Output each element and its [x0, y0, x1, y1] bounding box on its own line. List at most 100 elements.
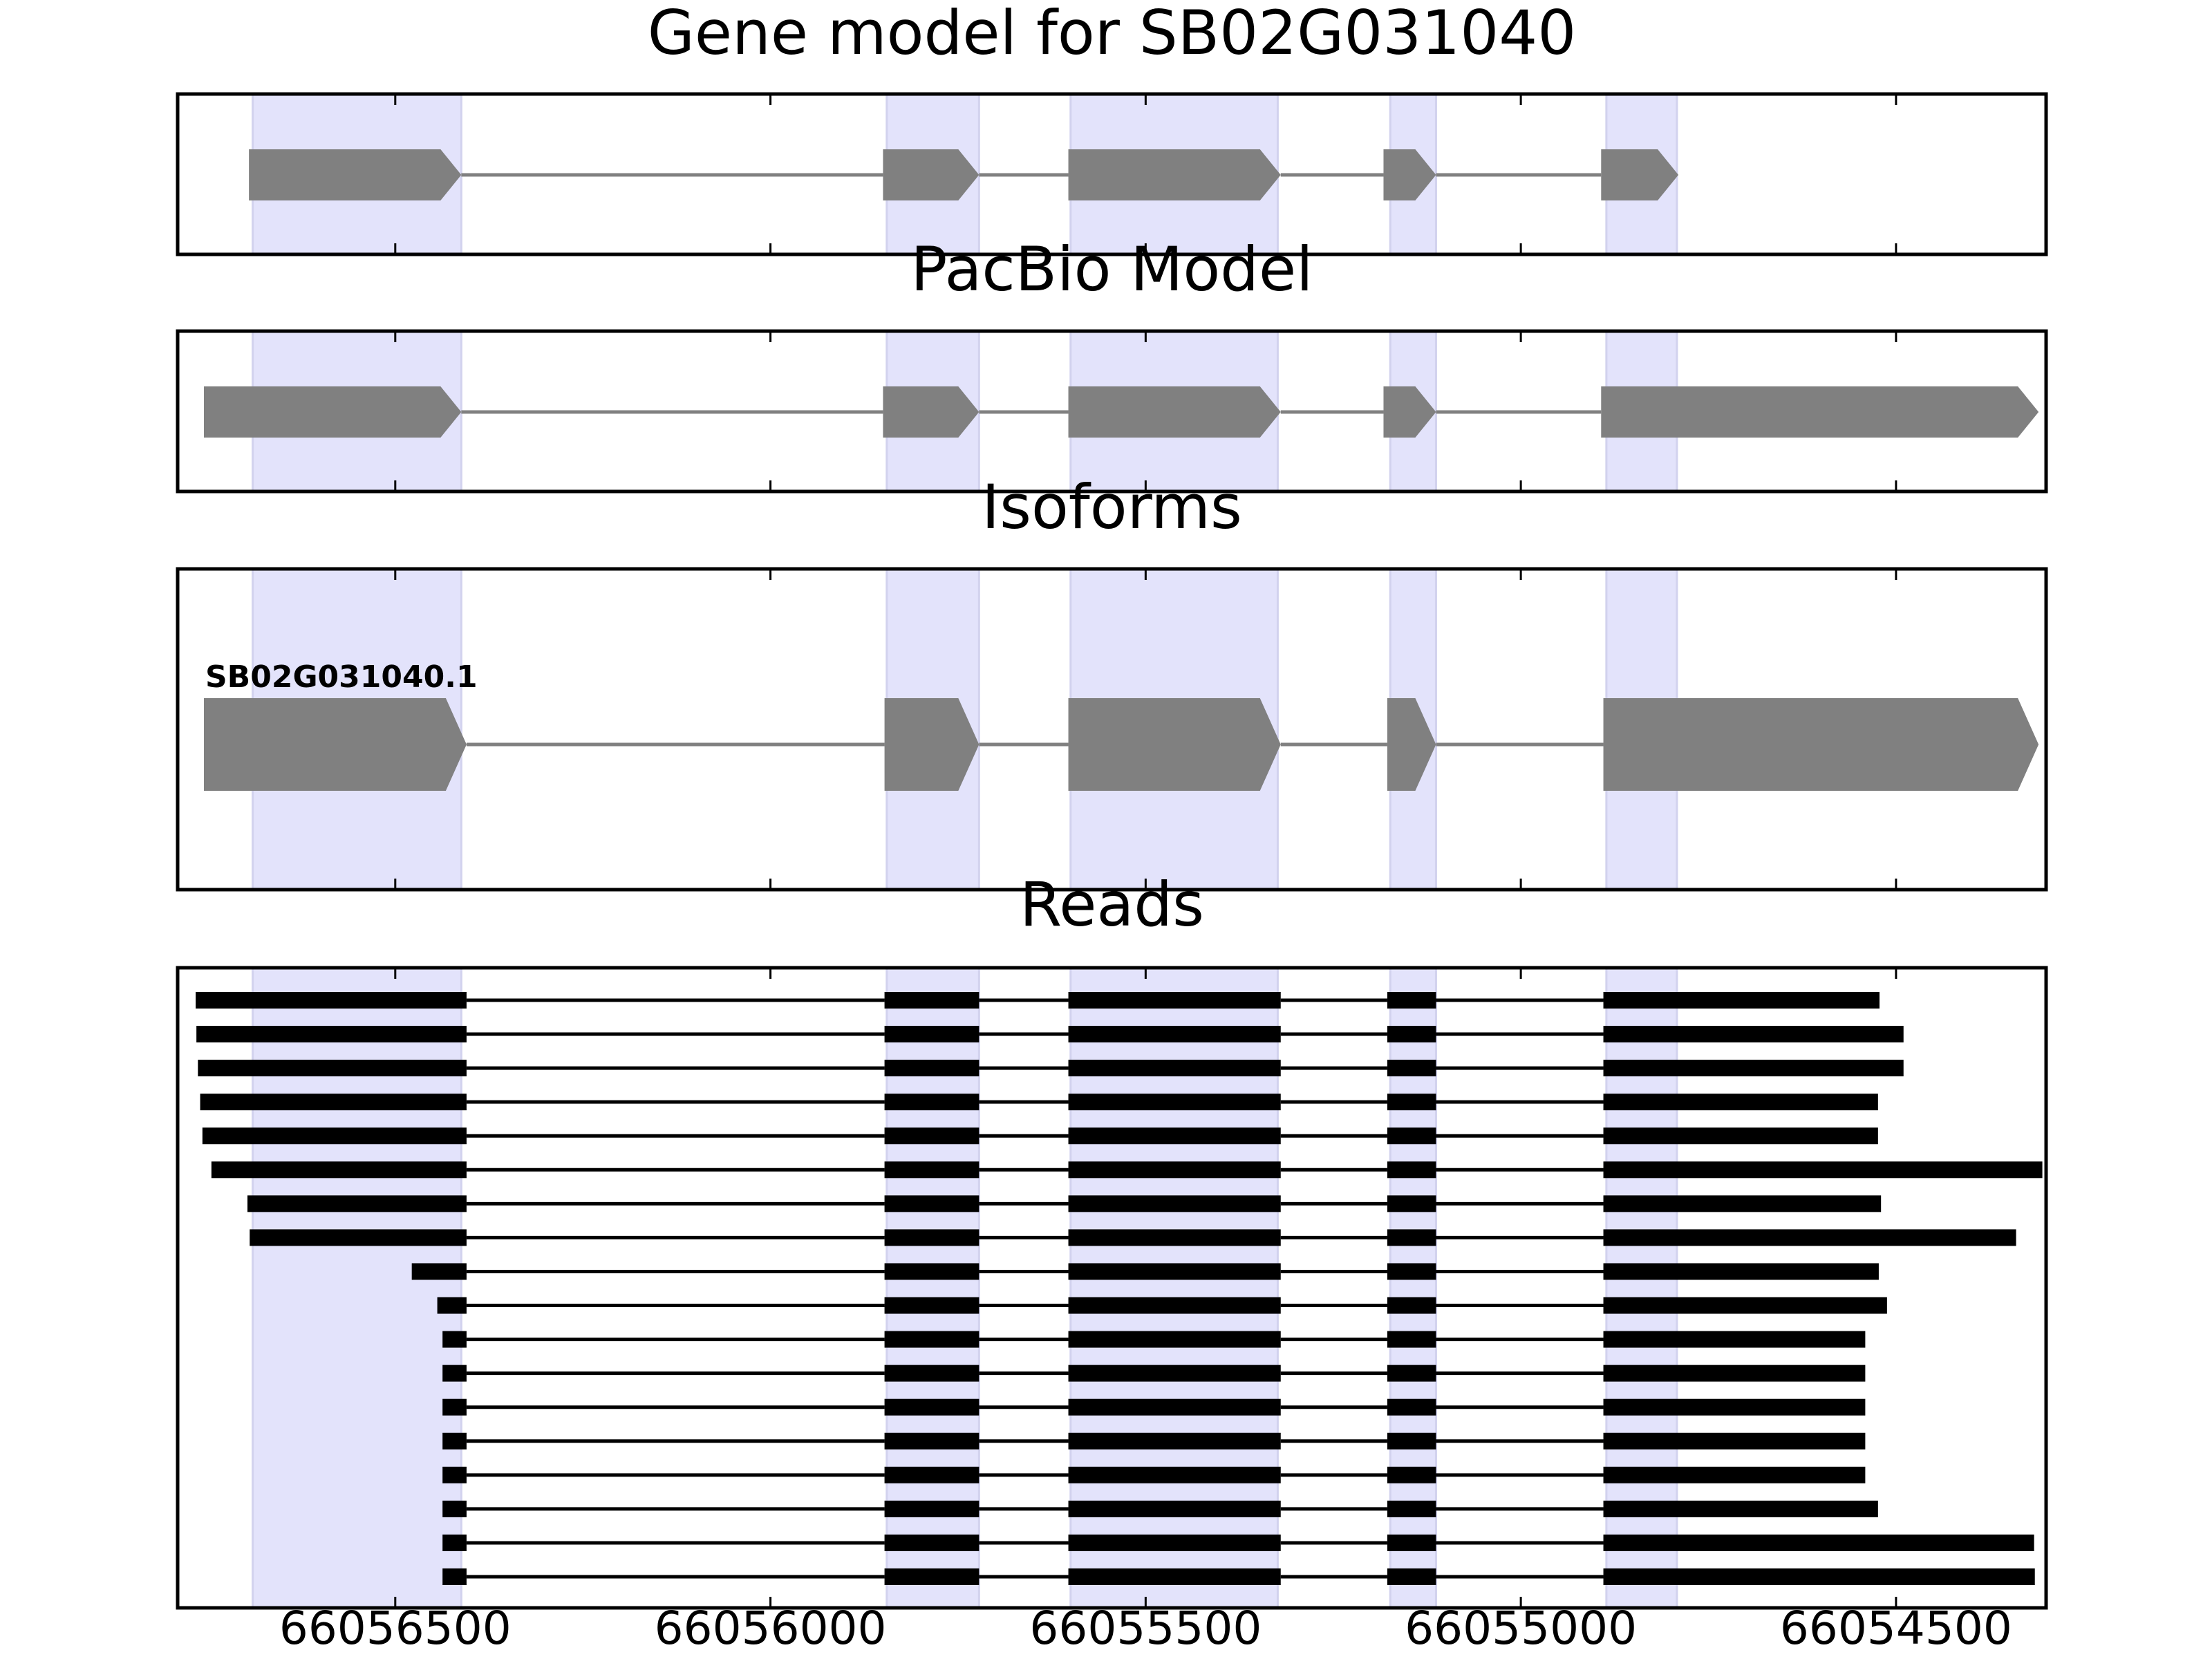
exon-arrow	[883, 386, 980, 438]
read-exon	[442, 1331, 467, 1348]
isoform-label: SB02G031040.1	[205, 659, 478, 695]
read-exon	[1068, 1060, 1281, 1077]
read-exon	[1603, 1060, 1904, 1077]
read-exon	[884, 1568, 980, 1585]
read-track	[211, 1161, 2043, 1179]
read-exon	[1387, 992, 1436, 1009]
exon-arrow	[203, 698, 467, 791]
read-exon	[884, 1534, 980, 1551]
read-exon	[200, 1094, 467, 1111]
exon-arrow	[1068, 698, 1281, 791]
read-exon	[1068, 1161, 1281, 1179]
read-exon	[1387, 1161, 1436, 1179]
read-track	[411, 1263, 1879, 1280]
read-exon	[1068, 992, 1281, 1009]
read-exon	[198, 1060, 467, 1077]
read-exon	[884, 1432, 980, 1450]
read-exon	[1603, 1127, 1878, 1145]
read-track	[442, 1432, 1866, 1450]
read-exon	[884, 1331, 980, 1348]
read-exon	[1603, 1026, 1904, 1043]
read-exon	[1603, 1229, 2016, 1246]
read-exon	[196, 1026, 467, 1043]
read-exon	[1068, 1229, 1281, 1246]
read-track	[442, 1331, 1866, 1348]
read-exon	[884, 1127, 980, 1145]
read-exon	[1387, 1229, 1436, 1246]
read-exon	[884, 1094, 980, 1111]
read-track	[200, 1094, 1878, 1111]
panel-title: Isoforms	[982, 471, 1242, 543]
gene-track	[249, 149, 1679, 200]
read-exon	[211, 1161, 467, 1179]
read-track	[442, 1398, 1866, 1416]
gene-track: SB02G031040.1	[203, 659, 2039, 791]
read-exon	[884, 1161, 980, 1179]
read-exon	[1387, 1365, 1436, 1382]
exon-arrow	[1601, 386, 2039, 438]
read-track	[196, 992, 1880, 1009]
read-exon	[884, 1398, 980, 1416]
read-exon	[1387, 1331, 1436, 1348]
axes-frame	[176, 567, 2048, 892]
read-exon	[1603, 1365, 1866, 1382]
read-exon	[1068, 1466, 1281, 1483]
read-exon	[1603, 1466, 1866, 1483]
read-exon	[1068, 1500, 1281, 1517]
read-exon	[1603, 1297, 1887, 1314]
read-track	[202, 1127, 1878, 1145]
read-exon	[884, 1297, 980, 1314]
read-track	[250, 1229, 2016, 1246]
read-exon	[442, 1398, 467, 1416]
read-exon	[1603, 1094, 1878, 1111]
read-exon	[1603, 1568, 2035, 1585]
panel-title: Reads	[1020, 869, 1204, 940]
read-exon	[1387, 1466, 1436, 1483]
read-exon	[1387, 1534, 1436, 1551]
exon-arrow	[1383, 149, 1436, 200]
panel-title: PacBio Model	[910, 234, 1313, 305]
read-exon	[884, 1466, 980, 1483]
read-exon	[1068, 1398, 1281, 1416]
read-exon	[884, 1365, 980, 1382]
panel-title: Gene model for SB02G031040	[648, 0, 1577, 68]
x-tick-label: 66056500	[279, 1602, 512, 1655]
read-exon	[1068, 1094, 1281, 1111]
read-track	[442, 1466, 1866, 1483]
read-exon	[1387, 1297, 1436, 1314]
read-exon	[1387, 1263, 1436, 1280]
exon-arrow	[1383, 386, 1436, 438]
read-exon	[442, 1365, 467, 1382]
read-exon	[442, 1568, 467, 1585]
read-exon	[1068, 1534, 1281, 1551]
read-exon	[411, 1263, 467, 1280]
read-exon	[884, 1263, 980, 1280]
read-exon	[1068, 1432, 1281, 1450]
read-exon	[437, 1297, 467, 1314]
read-exon	[884, 1500, 980, 1517]
read-exon	[1387, 1195, 1436, 1212]
exon-arrow	[1068, 386, 1281, 438]
read-track	[437, 1297, 1887, 1314]
read-exon	[1387, 1094, 1436, 1111]
exon-arrow	[883, 149, 980, 200]
read-exon	[1603, 1500, 1878, 1517]
read-exon	[1603, 1398, 1866, 1416]
read-track	[442, 1500, 1878, 1517]
read-exon	[1068, 1568, 1281, 1585]
read-exon	[1603, 1331, 1866, 1348]
axes-frame	[176, 92, 2048, 256]
read-exon	[1603, 1195, 1882, 1212]
read-track	[247, 1195, 1882, 1212]
exon-arrow	[1387, 698, 1436, 791]
read-exon	[196, 992, 467, 1009]
read-exon	[884, 1026, 980, 1043]
read-exon	[1603, 1534, 2034, 1551]
read-exon	[1387, 1060, 1436, 1077]
read-exon	[1068, 1365, 1281, 1382]
read-exon	[884, 1229, 980, 1246]
read-track	[442, 1365, 1866, 1382]
exon-arrow	[884, 698, 980, 791]
read-exon	[1068, 1026, 1281, 1043]
